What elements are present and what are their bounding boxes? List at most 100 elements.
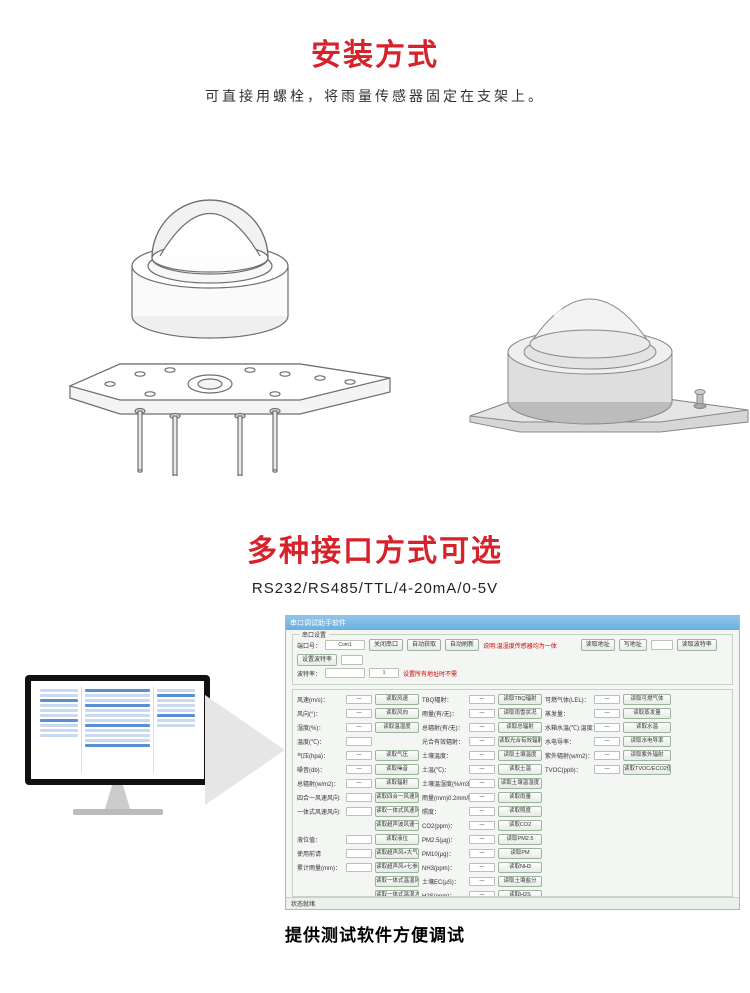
read-button[interactable]: 读取超声风+大气象 xyxy=(375,848,419,859)
read-button[interactable]: 读取PM2.5 xyxy=(498,834,542,845)
param-input[interactable] xyxy=(346,863,372,872)
read-button[interactable]: 读取H2S xyxy=(498,890,542,897)
read-addr-button[interactable]: 读取地址 xyxy=(581,639,615,651)
param-label: 光合有效辐射： xyxy=(422,737,466,746)
param-label: 土壤EC(μS)： xyxy=(422,877,466,886)
param-input[interactable]: — xyxy=(469,723,495,732)
read-button[interactable]: 读取雨雪状况 xyxy=(498,708,542,719)
param-input[interactable]: — xyxy=(469,849,495,858)
read-button[interactable]: 读取辐射 xyxy=(375,778,419,789)
read-baud-button[interactable]: 读取波特率 xyxy=(677,639,717,651)
param-input[interactable]: — xyxy=(594,695,620,704)
monitor-illustration xyxy=(25,675,210,825)
param-input[interactable] xyxy=(346,737,372,746)
set-baud-button[interactable]: 设置波特率 xyxy=(297,654,337,666)
param-label: 总辐射(w/m2)： xyxy=(297,779,343,788)
param-label: TBQ辐射： xyxy=(422,695,466,704)
param-label: 可燃气体(LEL)： xyxy=(545,695,591,704)
param-input[interactable]: — xyxy=(346,723,372,732)
param-input[interactable]: — xyxy=(346,779,372,788)
read-button[interactable]: 读取PM xyxy=(498,848,542,859)
read-button[interactable]: 读取气压 xyxy=(375,750,419,761)
param-input[interactable]: — xyxy=(469,737,495,746)
param-label: 累计雨量(mm)： xyxy=(297,863,343,872)
param-label: 四合一风速风向: xyxy=(297,793,343,802)
hint-2: 设置所有地址时不需 xyxy=(403,669,457,678)
param-input[interactable]: — xyxy=(469,793,495,802)
param-input[interactable]: — xyxy=(346,751,372,760)
read-button[interactable]: 读取土壤盐分 xyxy=(498,876,542,887)
read-button[interactable]: 读取风向 xyxy=(375,708,419,719)
param-input[interactable]: — xyxy=(469,765,495,774)
param-input[interactable]: — xyxy=(346,695,372,704)
read-button[interactable]: 读取超声风+七参数 xyxy=(375,862,419,873)
read-button[interactable]: 读取TVOC/ECO2值 xyxy=(623,764,671,775)
read-button[interactable]: 读取土温 xyxy=(498,764,542,775)
param-input[interactable]: — xyxy=(469,863,495,872)
read-button[interactable]: 读取蒸发量 xyxy=(623,708,671,719)
read-button[interactable]: 读取噪音 xyxy=(375,764,419,775)
param-input[interactable]: — xyxy=(594,709,620,718)
param-input[interactable]: — xyxy=(346,709,372,718)
enlarge-arrow xyxy=(205,695,285,805)
read-button[interactable]: 读取风速 xyxy=(375,694,419,705)
sensor-grid: 风速(m/s)：—读取风速TBQ辐射：—读取TBQ辐射可燃气体(LEL)：—读取… xyxy=(297,694,728,897)
param-input[interactable]: — xyxy=(594,723,620,732)
param-label: 雨量(mm)0.2mm/脉冲: xyxy=(422,793,466,802)
param-input[interactable]: — xyxy=(346,765,372,774)
read-button[interactable]: 读取土壤温湿度 xyxy=(498,778,542,789)
read-button[interactable]: 读取紫外辐射 xyxy=(623,750,671,761)
param-label: 紫外辐射(w/m2)： xyxy=(545,751,591,760)
read-button[interactable]: 读取总辐射 xyxy=(498,722,542,733)
param-input[interactable]: — xyxy=(594,751,620,760)
read-button[interactable]: 读取水温 xyxy=(623,722,671,733)
read-button[interactable]: 读取雨量 xyxy=(498,792,542,803)
addr-input[interactable] xyxy=(651,640,673,650)
installation-diagrams xyxy=(0,116,750,476)
auto-refresh-button[interactable]: 自动刷新 xyxy=(445,639,479,651)
baud-sel-input[interactable] xyxy=(341,655,363,665)
param-input[interactable] xyxy=(346,849,372,858)
read-button[interactable]: 读取土壤温度 xyxy=(498,750,542,761)
param-input[interactable]: — xyxy=(469,821,495,830)
section2-subtitle: RS232/RS485/TTL/4-20mA/0-5V xyxy=(0,580,750,597)
section2-title: 多种接口方式可选 xyxy=(0,526,750,570)
param-input[interactable] xyxy=(346,835,372,844)
port-label: 端口号： xyxy=(297,641,321,650)
read-button[interactable]: 读取一体式风速风向 xyxy=(375,806,419,817)
param-input[interactable]: — xyxy=(469,695,495,704)
read-button[interactable]: 读取温湿度 xyxy=(375,722,419,733)
read-button[interactable]: 读取光合有效辐射 xyxy=(498,736,542,747)
write-addr-button[interactable]: 写地址 xyxy=(619,639,647,651)
read-button[interactable]: 读取一体式温湿大气压 xyxy=(375,890,419,897)
param-input[interactable]: — xyxy=(469,751,495,760)
port-select[interactable]: Com1 xyxy=(325,640,365,650)
param-input[interactable]: — xyxy=(594,737,620,746)
read-button[interactable]: 读取一体式温湿风速辐射 xyxy=(375,876,419,887)
param-label: 使用前请 xyxy=(297,849,343,858)
param-input[interactable]: — xyxy=(594,765,620,774)
read-button[interactable]: 读取水电导率 xyxy=(623,736,671,747)
param-label: 水箱水温(℃):温度： xyxy=(545,723,591,732)
baud-select[interactable] xyxy=(325,668,365,678)
read-button[interactable]: 读取可燃气体 xyxy=(623,694,671,705)
param-label: 总辐射(有/无)： xyxy=(422,723,466,732)
param-input[interactable]: — xyxy=(469,835,495,844)
param-input[interactable]: — xyxy=(469,709,495,718)
param-input[interactable] xyxy=(346,793,372,802)
param-input[interactable]: — xyxy=(469,807,495,816)
read-button[interactable]: 读取四合一风速风向 xyxy=(375,792,419,803)
addr-display[interactable]: 1 xyxy=(369,668,399,678)
param-input[interactable]: — xyxy=(469,779,495,788)
param-label: 风向(°)： xyxy=(297,709,343,718)
read-button[interactable]: 读取超声波风速一体 xyxy=(375,820,419,831)
read-button[interactable]: 读取TBQ辐射 xyxy=(498,694,542,705)
param-input[interactable]: — xyxy=(469,877,495,886)
close-port-button[interactable]: 关闭串口 xyxy=(369,639,403,651)
read-button[interactable]: 读取液位 xyxy=(375,834,419,845)
param-input[interactable] xyxy=(346,807,372,816)
auto-get-button[interactable]: 自动获取 xyxy=(407,639,441,651)
read-button[interactable]: 读取照度 xyxy=(498,806,542,817)
read-button[interactable]: 读取NH3 xyxy=(498,862,542,873)
read-button[interactable]: 读取CO2 xyxy=(498,820,542,831)
